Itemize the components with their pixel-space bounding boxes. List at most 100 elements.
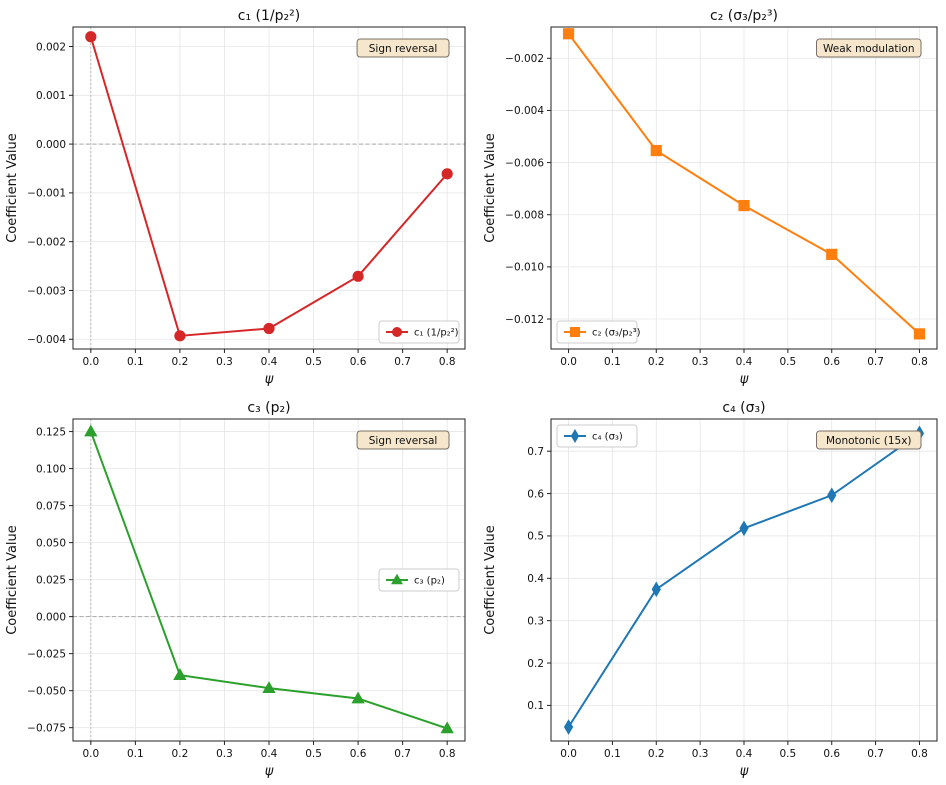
x-tick-label: 0.0	[82, 356, 99, 368]
y-tick-label: −0.002	[505, 53, 544, 65]
x-tick-label: 0.4	[736, 356, 753, 368]
legend-box	[378, 320, 460, 344]
x-tick-label: 0.4	[261, 748, 278, 760]
data-point	[562, 28, 575, 40]
x-tick-label: 0.8	[439, 748, 456, 760]
y-tick-label: 0.4	[527, 573, 544, 585]
annotation-text: Monotonic (15x)	[826, 435, 912, 447]
x-tick-label: 0.6	[350, 748, 367, 760]
x-tick-label: 0.1	[604, 356, 621, 368]
y-axis-label: Coefficient Value	[5, 133, 20, 243]
y-tick-label: 0.000	[36, 139, 66, 151]
x-tick-label: 0.5	[305, 748, 322, 760]
x-tick-label: 0.2	[648, 748, 665, 760]
x-tick-label: 0.5	[305, 356, 322, 368]
panel-c1: 0.0 0.1 0.2 0.3 0.4 0.5 0.6 0.7 0.8 −0.004 −0.003 −…	[5, 8, 466, 387]
x-tick-label: 0.7	[867, 748, 884, 760]
y-tick-label: 0.001	[36, 90, 66, 102]
y-tick-label: −0.002	[27, 236, 66, 248]
x-tick-label: 0.1	[604, 748, 621, 760]
data-point	[174, 330, 186, 342]
y-tick-label: 0.3	[527, 615, 544, 627]
legend-label: c₄ (σ₃)	[592, 432, 623, 443]
legend: c₂ (σ₃/p₂³)	[556, 320, 641, 344]
panel-c4: 0.0 0.1 0.2 0.3 0.4 0.5 0.6 0.7 0.8 0.1 0.2 0.3 0.4 0…	[483, 400, 938, 779]
annotation-text: Sign reversal	[369, 435, 438, 447]
legend-box	[556, 424, 638, 448]
panel-c2: 0.0 0.1 0.2 0.3 0.4 0.5 0.6 0.7 0.8 −0.012 −0.010 −…	[483, 8, 938, 387]
x-tick-label: 0.5	[780, 356, 797, 368]
y-tick-label: 0.7	[527, 446, 544, 458]
x-axis-label: ψ	[740, 764, 749, 779]
data-point	[173, 668, 187, 680]
chart-title: c₂ (σ₃/p₂³)	[710, 8, 778, 24]
y-tick-label: −0.010	[505, 262, 544, 274]
legend: c₄ (σ₃)	[556, 424, 638, 448]
y-tick-label: 0.2	[527, 658, 544, 670]
data-point	[650, 144, 662, 157]
y-tick-label: 0.002	[36, 41, 66, 53]
x-tick-label: 0.2	[172, 356, 189, 368]
x-tick-label: 0.6	[823, 356, 840, 368]
legend-label: c₃ (p₂)	[414, 576, 445, 587]
x-tick-label: 0.1	[127, 356, 144, 368]
y-tick-label: 0.075	[36, 500, 66, 512]
data-point	[263, 322, 275, 335]
y-tick-label: 0.025	[36, 574, 66, 586]
y-tick-label: 0.050	[36, 537, 66, 549]
annotation-box	[356, 38, 450, 58]
x-tick-label: 0.7	[394, 748, 411, 760]
chart-title: c₁ (1/p₂²)	[238, 8, 300, 24]
x-axis-label: ψ	[740, 372, 749, 387]
y-tick-label: 0.1	[527, 700, 544, 712]
y-tick-label: −0.003	[27, 285, 66, 297]
y-tick-label: −0.025	[27, 648, 66, 660]
annotation-text: Weak modulation	[823, 43, 915, 55]
data-point	[84, 424, 98, 437]
x-tick-label: 0.3	[216, 356, 233, 368]
y-tick-label: −0.008	[505, 210, 544, 222]
data-point	[826, 248, 838, 260]
data-point	[441, 168, 453, 180]
x-tick-label: 0.6	[823, 748, 840, 760]
x-tick-label: 0.0	[560, 748, 577, 760]
x-tick-label: 0.5	[780, 748, 797, 760]
x-tick-label: 0.4	[261, 356, 278, 368]
data-point	[739, 520, 749, 537]
x-tick-label: 0.3	[216, 748, 233, 760]
legend-label: c₁ (1/p₂²)	[414, 328, 459, 339]
data-point	[738, 199, 750, 212]
legend-box	[378, 568, 460, 592]
annotation-box	[816, 38, 922, 58]
x-tick-label: 0.3	[692, 356, 709, 368]
y-tick-label: −0.006	[505, 157, 544, 169]
annotation-box	[356, 430, 450, 450]
x-tick-label: 0.6	[350, 356, 367, 368]
legend-swatch-marker	[391, 573, 403, 585]
y-tick-label: −0.004	[505, 105, 544, 117]
legend-swatch-marker	[570, 429, 580, 443]
y-axis-label: Coefficient Value	[483, 133, 498, 243]
x-tick-label: 0.0	[560, 356, 577, 368]
data-point	[563, 719, 574, 735]
data-point	[827, 487, 837, 504]
annotation-box	[816, 430, 922, 450]
y-tick-label: −0.075	[27, 722, 66, 734]
data-point	[913, 328, 926, 340]
x-axis-label: ψ	[265, 764, 274, 779]
data-point	[651, 581, 661, 598]
x-tick-label: 0.7	[394, 356, 411, 368]
y-tick-label: −0.050	[27, 685, 66, 697]
x-tick-label: 0.0	[82, 748, 99, 760]
x-tick-label: 0.1	[127, 748, 144, 760]
legend: c₁ (1/p₂²)	[378, 320, 460, 344]
legend: c₃ (p₂)	[378, 568, 460, 592]
x-tick-label: 0.2	[172, 748, 189, 760]
y-axis-label: Coefficient Value	[5, 525, 20, 635]
legend-swatch-marker	[570, 326, 581, 337]
x-axis-label: ψ	[265, 372, 274, 387]
y-axis-label: Coefficient Value	[483, 525, 498, 635]
y-tick-label: −0.004	[27, 334, 66, 346]
y-tick-label: −0.012	[505, 314, 544, 326]
